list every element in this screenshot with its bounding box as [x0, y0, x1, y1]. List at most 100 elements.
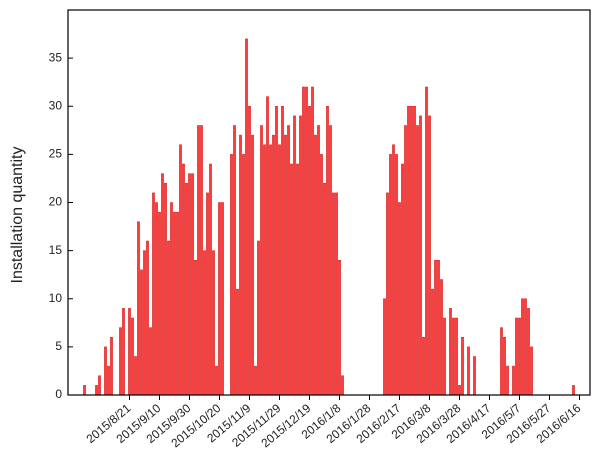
- bar: [137, 221, 140, 396]
- bar: [110, 337, 113, 396]
- bar: [506, 365, 509, 396]
- bar: [182, 163, 185, 396]
- y-tick-label: 5: [55, 339, 62, 353]
- bar: [335, 192, 338, 396]
- bar: [458, 385, 461, 396]
- bar: [107, 365, 110, 396]
- bar: [326, 106, 329, 396]
- y-tick-label: 0: [55, 387, 62, 401]
- bar: [341, 375, 344, 396]
- bar: [164, 183, 167, 396]
- bar: [422, 337, 425, 396]
- y-tick-label: 35: [49, 50, 63, 64]
- y-tick-label: 25: [49, 147, 63, 161]
- bar: [392, 144, 395, 396]
- bar: [437, 260, 440, 396]
- bar: [410, 106, 413, 396]
- y-axis-label: Installation quantity: [9, 147, 26, 284]
- bar: [254, 365, 257, 396]
- bar: [245, 38, 248, 396]
- bar: [452, 317, 455, 396]
- bar: [134, 356, 137, 396]
- bar: [416, 125, 419, 396]
- bar: [248, 106, 251, 396]
- bar: [185, 183, 188, 396]
- bar: [461, 337, 464, 396]
- bar: [503, 337, 506, 396]
- bar: [500, 327, 503, 396]
- bar: [518, 317, 521, 396]
- bar: [170, 202, 173, 396]
- bar: [161, 173, 164, 396]
- bar: [209, 163, 212, 396]
- bar: [281, 106, 284, 396]
- bar: [179, 144, 182, 396]
- bar: [215, 365, 218, 396]
- bar: [407, 106, 410, 396]
- bar: [278, 144, 281, 396]
- bar: [434, 260, 437, 396]
- bar: [530, 346, 533, 396]
- bar: [338, 260, 341, 396]
- bar: [212, 250, 215, 396]
- y-tick-label: 15: [49, 243, 63, 257]
- bar: [104, 346, 107, 396]
- bar: [524, 298, 527, 396]
- bar: [383, 298, 386, 396]
- bar: [239, 134, 242, 396]
- bar: [398, 202, 401, 396]
- bar: [152, 192, 155, 396]
- bar: [263, 144, 266, 396]
- bar: [131, 317, 134, 396]
- bar: [143, 250, 146, 396]
- bar: [272, 134, 275, 396]
- bar: [431, 288, 434, 396]
- bar: [440, 279, 443, 396]
- bar: [329, 125, 332, 396]
- bar: [305, 86, 308, 396]
- bar: [386, 192, 389, 396]
- bar: [83, 385, 86, 396]
- bar: [242, 154, 245, 396]
- bar: [149, 327, 152, 396]
- bar: [389, 154, 392, 396]
- bar: [155, 202, 158, 396]
- bar: [521, 298, 524, 396]
- bar: [128, 308, 131, 396]
- bar: [218, 202, 221, 396]
- bar: [230, 154, 233, 396]
- bar: [527, 308, 530, 396]
- y-tick-label: 30: [49, 98, 63, 112]
- bar: [311, 86, 314, 396]
- bar: [95, 385, 98, 396]
- bar: [317, 125, 320, 396]
- bar: [188, 173, 191, 396]
- bar: [236, 288, 239, 396]
- bar: [221, 202, 224, 396]
- bar: [197, 125, 200, 396]
- bar: [455, 317, 458, 396]
- bar: [425, 86, 428, 396]
- bar: [413, 106, 416, 396]
- bar: [290, 163, 293, 396]
- bar: [122, 308, 125, 396]
- bar: [293, 115, 296, 396]
- bar: [158, 211, 161, 396]
- bar: [323, 183, 326, 396]
- bar: [98, 375, 101, 396]
- bar: [176, 211, 179, 396]
- bar: [257, 240, 260, 396]
- bar: [419, 115, 422, 396]
- bar: [233, 125, 236, 396]
- bar: [200, 125, 203, 396]
- bar: [308, 106, 311, 396]
- bar: [191, 173, 194, 396]
- y-tick-label: 20: [49, 195, 63, 209]
- bar: [284, 134, 287, 396]
- bar: [401, 163, 404, 396]
- bar: [287, 125, 290, 396]
- bar: [314, 134, 317, 396]
- plot-frame: [67, 9, 591, 396]
